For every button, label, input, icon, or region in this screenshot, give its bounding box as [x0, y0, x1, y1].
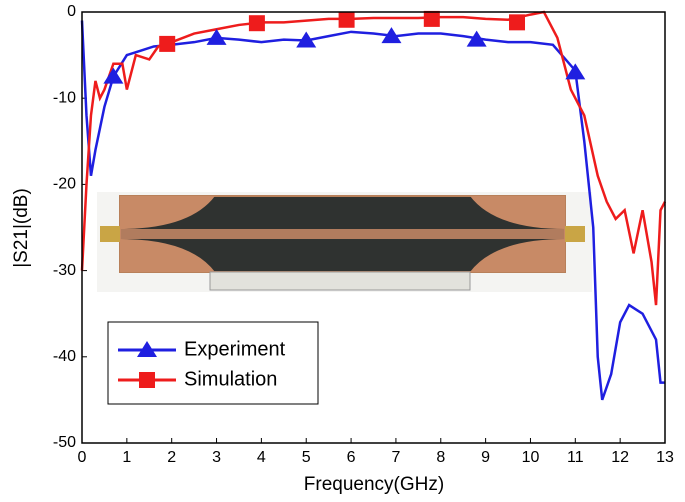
x-tick-label: 5	[302, 449, 311, 466]
marker-triangle	[381, 27, 402, 44]
x-axis-title: Frequency(GHz)	[304, 474, 444, 495]
x-tick-label: 9	[481, 449, 490, 466]
x-tick-label: 13	[656, 449, 674, 466]
x-tick-label: 1	[122, 449, 131, 466]
legend-label: Experiment	[184, 338, 286, 360]
x-tick-label: 11	[567, 449, 584, 466]
y-tick-label: -40	[53, 348, 76, 365]
connector-right	[565, 226, 585, 242]
y-axis-title: |S21|(dB)	[11, 188, 32, 268]
x-tick-label: 8	[436, 449, 445, 466]
y-tick-label: -50	[53, 434, 76, 451]
marker-triangle	[137, 341, 157, 357]
marker-square	[248, 15, 265, 32]
marker-square	[509, 14, 526, 31]
x-tick-label: 2	[167, 449, 176, 466]
marker-square	[139, 372, 155, 388]
series-line	[80, 10, 667, 306]
marker-triangle	[103, 67, 124, 84]
x-tick-label: 12	[611, 449, 629, 466]
inset-photo	[97, 192, 592, 292]
legend-label: Simulation	[184, 368, 277, 390]
marker-triangle	[296, 31, 317, 48]
ruler	[209, 271, 471, 291]
x-tick-label: 6	[347, 449, 356, 466]
marker-square	[423, 10, 440, 27]
x-tick-label: 7	[391, 449, 400, 466]
marker-square	[159, 35, 176, 52]
connector-left	[100, 226, 120, 242]
x-tick-label: 3	[212, 449, 221, 466]
marker-triangle	[466, 30, 487, 47]
marker-square	[338, 11, 355, 28]
marker-triangle	[565, 63, 586, 80]
x-tick-label: 10	[522, 449, 540, 466]
plot-frame	[81, 11, 666, 444]
marker-triangle	[206, 28, 227, 45]
legend-box	[107, 321, 319, 405]
x-tick-label: 0	[78, 449, 87, 466]
y-tick-label: -30	[53, 262, 76, 279]
y-tick-label: -20	[53, 176, 76, 193]
copper-taper	[120, 196, 565, 272]
y-tick-label: 0	[67, 3, 76, 20]
y-tick-label: -10	[53, 89, 76, 106]
copper-line	[120, 229, 565, 239]
series-group	[80, 10, 667, 401]
legend: Experiment Simulation	[107, 321, 319, 405]
x-tick-label: 4	[257, 449, 266, 466]
